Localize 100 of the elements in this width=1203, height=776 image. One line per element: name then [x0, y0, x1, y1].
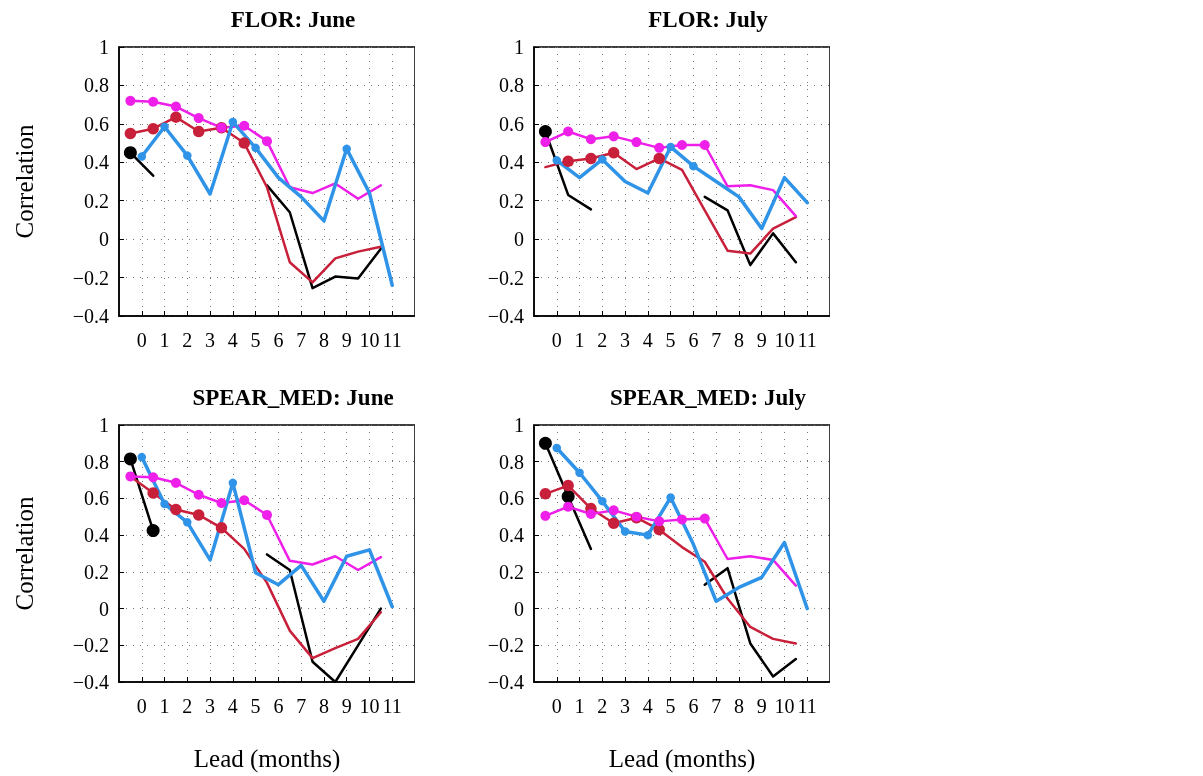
point: [608, 131, 619, 142]
point: [137, 452, 147, 462]
point: [228, 478, 238, 488]
x-tick-label: 5: [250, 695, 261, 717]
point: [562, 479, 574, 492]
point: [125, 471, 136, 482]
x-axis-title: Lead (months): [193, 745, 341, 773]
x-tick-label: 8: [318, 329, 329, 351]
x-tick-label: 0: [136, 695, 147, 717]
x-tick-label: 9: [756, 329, 767, 351]
point: [598, 496, 607, 506]
point: [562, 155, 574, 168]
point: [552, 443, 562, 453]
y-tick-label: 0.8: [499, 74, 524, 97]
point: [238, 137, 250, 149]
point: [631, 137, 642, 148]
y-tick-label: −0.4: [487, 671, 524, 693]
point: [666, 142, 675, 152]
x-tick-label: 0: [551, 329, 562, 351]
point: [699, 513, 710, 524]
x-tick-label: 5: [665, 695, 676, 717]
point: [607, 146, 620, 159]
point: [193, 113, 204, 124]
x-tick-label: 11: [382, 695, 402, 717]
x-tick-label: 7: [296, 695, 307, 717]
x-tick-label: 0: [551, 695, 562, 717]
chart-title: SPEAR_MED: June: [192, 385, 394, 410]
point: [552, 156, 562, 165]
point: [146, 524, 160, 538]
point: [262, 136, 272, 147]
x-tick-label: 4: [227, 695, 238, 717]
x-tick-label: 1: [574, 695, 585, 717]
x-tick-label: 5: [665, 329, 676, 351]
x-tick-label: 9: [341, 329, 352, 351]
y-tick-label: 0.2: [499, 560, 524, 583]
point: [575, 468, 584, 477]
point: [123, 146, 137, 160]
x-tick-label: 7: [296, 329, 307, 351]
point: [183, 151, 192, 160]
y-tick-label: 0.6: [499, 487, 524, 510]
point: [585, 152, 597, 165]
point: [563, 126, 574, 137]
point: [689, 161, 698, 171]
y-tick-label: −0.2: [487, 634, 524, 657]
y-axis-title: Correlation: [11, 124, 38, 239]
point: [148, 96, 159, 107]
point: [183, 518, 192, 527]
y-tick-label: 0.6: [499, 112, 524, 135]
x-tick-label: 8: [318, 695, 329, 717]
x-tick-label: 2: [182, 329, 193, 351]
point: [228, 117, 238, 127]
x-tick-label: 3: [205, 695, 216, 717]
point: [137, 152, 147, 161]
point: [170, 477, 181, 488]
point: [170, 101, 181, 112]
y-tick-label: 0.8: [84, 74, 109, 97]
point: [215, 522, 228, 534]
point: [193, 489, 204, 500]
x-tick-label: 6: [273, 329, 284, 351]
point: [585, 509, 596, 520]
point: [538, 436, 552, 450]
y-tick-label: 1: [99, 36, 109, 58]
x-tick-label: 1: [574, 329, 585, 351]
x-tick-label: 4: [642, 329, 653, 351]
y-tick-label: 0: [99, 228, 109, 251]
x-tick-label: 3: [620, 329, 631, 351]
x-tick-label: 4: [227, 329, 238, 351]
point: [216, 498, 227, 509]
chart-title: SPEAR_MED: July: [609, 385, 807, 410]
point: [538, 125, 552, 139]
x-tick-label: 2: [182, 695, 193, 717]
y-tick-label: −0.4: [72, 671, 109, 693]
y-tick-label: 0.4: [84, 524, 109, 547]
point: [170, 503, 182, 516]
point: [654, 516, 665, 527]
point: [123, 452, 137, 466]
x-tick-label: 10: [359, 329, 380, 351]
y-axis-title: Correlation: [11, 496, 38, 611]
x-tick-label: 1: [159, 695, 170, 717]
point: [262, 509, 272, 520]
x-tick-label: 8: [733, 695, 744, 717]
y-tick-label: 0.4: [84, 151, 109, 174]
x-tick-label: 7: [711, 329, 722, 351]
y-tick-label: 0.8: [84, 450, 109, 473]
point: [598, 155, 607, 164]
x-tick-label: 9: [341, 695, 352, 717]
x-tick-label: 10: [359, 695, 380, 717]
point: [620, 527, 630, 536]
point: [239, 495, 250, 506]
point: [561, 490, 575, 504]
x-tick-label: 2: [597, 329, 608, 351]
point: [539, 488, 552, 500]
y-tick-label: 0.6: [84, 487, 109, 510]
point: [653, 152, 665, 165]
point: [147, 487, 159, 499]
x-tick-label: 6: [273, 695, 284, 717]
x-tick-label: 0: [136, 329, 147, 351]
point: [677, 140, 687, 150]
point: [654, 142, 665, 153]
x-tick-label: 5: [250, 329, 261, 351]
